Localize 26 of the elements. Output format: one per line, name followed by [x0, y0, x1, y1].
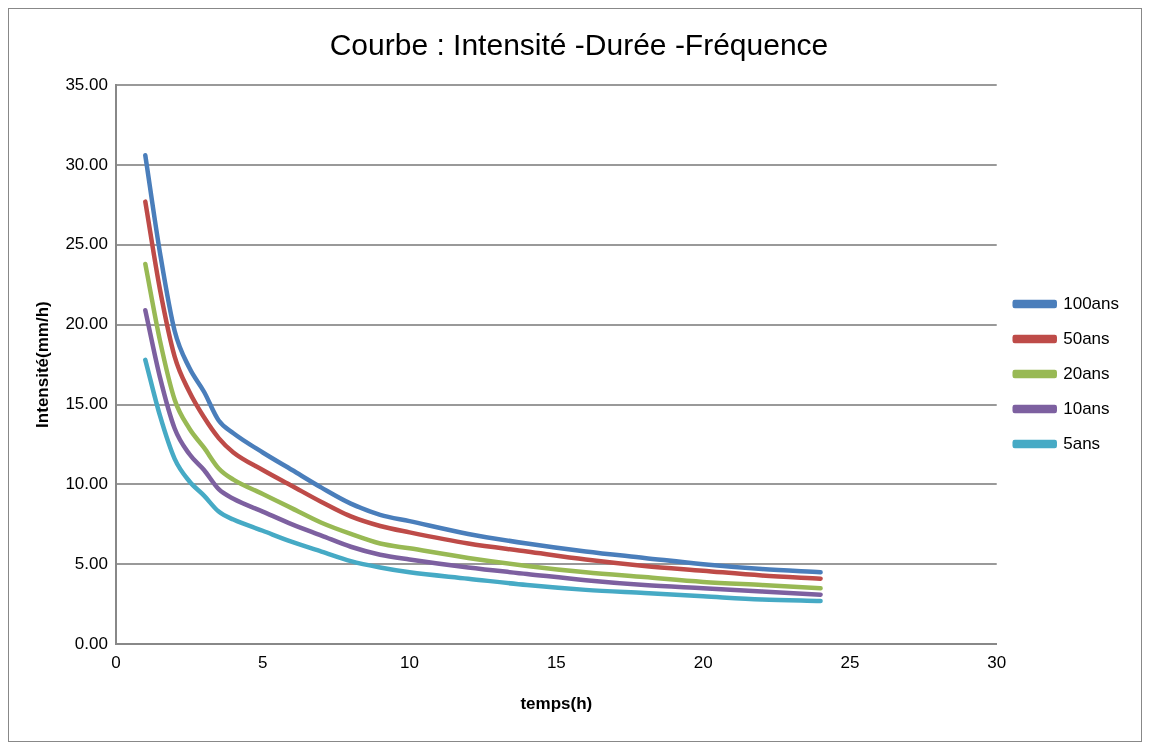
y-axis-title: Intensité(mm/h)	[32, 301, 52, 428]
line-series	[143, 357, 823, 604]
legend-label: 100ans	[1063, 293, 1120, 313]
x-tick-label: 5	[258, 653, 268, 673]
legend-label: 5ans	[1063, 433, 1101, 453]
y-tick-label: 20.00	[65, 314, 108, 334]
x-tick-label: 20	[693, 653, 713, 673]
x-tick-label: 30	[987, 653, 1007, 673]
y-tick-label: 25.00	[65, 234, 108, 254]
legend-label: 10ans	[1063, 398, 1110, 418]
legend-label: 20ans	[1063, 363, 1110, 383]
line-series	[143, 261, 823, 591]
x-tick-label: 10	[400, 653, 419, 673]
y-tick-label: 30.00	[65, 154, 108, 174]
x-tick-label: 25	[840, 653, 860, 673]
y-tick-label: 15.00	[65, 394, 108, 414]
chart-title: Courbe : Intensité -Durée -Fréquence	[329, 28, 829, 62]
y-tick-label: 10.00	[65, 474, 108, 494]
y-tick-label: 35.00	[65, 74, 108, 94]
x-tick-label: 15	[546, 653, 566, 673]
y-tick-label: 0.00	[74, 633, 108, 653]
line-series	[143, 308, 823, 597]
x-tick-label: 0	[111, 653, 121, 673]
x-axis-title: temps(h)	[520, 694, 593, 714]
y-tick-label: 5.00	[74, 554, 108, 573]
legend-label: 50ans	[1063, 328, 1110, 348]
